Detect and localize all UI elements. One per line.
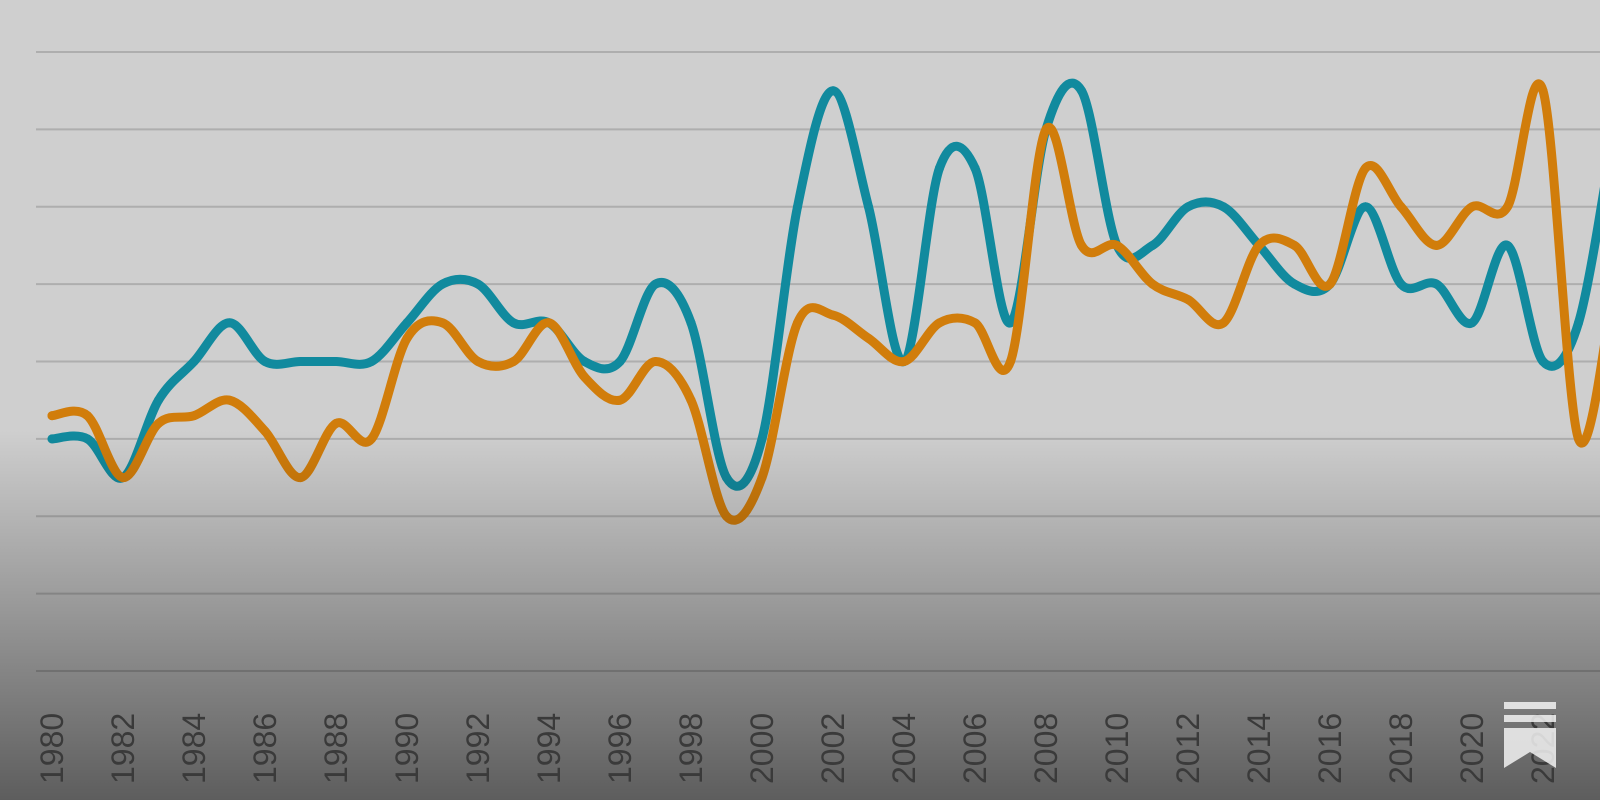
x-tick-label-2002: 2002: [815, 713, 851, 784]
x-tick-label-1992: 1992: [460, 713, 496, 784]
data-point-0-8: [331, 357, 341, 366]
x-tick-label-1998: 1998: [673, 713, 709, 784]
data-point-1-14: [544, 318, 554, 328]
data-point-1-30: [1112, 240, 1122, 250]
data-point-1-21: [793, 318, 802, 328]
data-point-1-5: [225, 395, 234, 405]
data-point-1-1: [83, 411, 92, 421]
data-point-0-25: [935, 163, 944, 173]
data-point-1-41: [1503, 202, 1512, 212]
x-tick-label-1996: 1996: [602, 713, 638, 784]
data-point-0-33: [1219, 202, 1228, 212]
x-tick-label-2012: 2012: [1170, 713, 1206, 784]
data-point-0-40: [1467, 318, 1477, 328]
data-point-1-27: [1006, 357, 1015, 366]
data-point-0-27: [1006, 318, 1015, 328]
data-point-0-37: [1361, 202, 1370, 212]
bookmark-icon[interactable]: [1500, 700, 1560, 770]
x-tick-label-2004: 2004: [886, 713, 922, 784]
data-point-0-5: [225, 318, 234, 328]
x-tick-label-2014: 2014: [1241, 713, 1277, 784]
data-point-1-25: [935, 318, 944, 328]
data-point-1-8: [331, 418, 341, 428]
x-tick-label-1982: 1982: [105, 713, 141, 784]
x-tick-label-2000: 2000: [744, 713, 780, 784]
data-point-1-17: [651, 357, 660, 366]
x-tick-label-2020: 2020: [1454, 713, 1490, 784]
data-point-1-10: [402, 333, 412, 343]
data-point-1-4: [189, 411, 199, 421]
data-point-1-32: [1183, 295, 1193, 305]
data-point-1-38: [1396, 202, 1406, 212]
data-point-0-32: [1183, 202, 1193, 212]
data-point-1-26: [970, 318, 980, 328]
data-point-0-39: [1432, 279, 1441, 289]
data-point-0-18: [686, 318, 696, 328]
data-point-0-11: [438, 279, 447, 289]
data-point-1-28: [1041, 124, 1051, 134]
data-point-1-11: [438, 318, 447, 328]
data-point-1-37: [1361, 163, 1370, 173]
x-tick-label-1984: 1984: [176, 713, 212, 784]
data-point-0-3: [154, 395, 163, 405]
data-point-0-10: [402, 318, 412, 328]
data-point-0-35: [1290, 279, 1299, 289]
x-tick-label-2010: 2010: [1099, 713, 1135, 784]
data-point-1-23: [864, 333, 873, 343]
data-point-1-24: [899, 357, 909, 366]
x-tick-label-1980: 1980: [34, 713, 70, 784]
data-point-0-29: [1077, 86, 1086, 96]
data-point-1-35: [1290, 240, 1299, 250]
x-axis-ticks: 1980 1982 1984 1986 1988 1990 1992 1994 1996 1998…: [34, 713, 1600, 784]
data-point-0-16: [615, 357, 625, 366]
data-point-0-26: [970, 163, 980, 173]
data-point-0-21: [793, 202, 802, 212]
data-point-1-40: [1467, 202, 1477, 212]
data-point-0-38: [1396, 279, 1406, 289]
data-point-0-12: [473, 279, 483, 289]
data-point-1-18: [686, 395, 696, 405]
x-tick-label-1994: 1994: [531, 713, 567, 784]
data-point-1-13: [509, 357, 518, 366]
x-tick-label-1986: 1986: [247, 713, 283, 784]
data-point-0-9: [367, 357, 376, 366]
x-tick-label-1988: 1988: [318, 713, 354, 784]
data-point-0-13: [509, 318, 518, 328]
data-point-1-22: [828, 310, 838, 320]
data-point-1-36: [1325, 279, 1335, 289]
data-point-0-17: [651, 279, 660, 289]
data-point-1-31: [1148, 279, 1157, 289]
x-tick-label-2006: 2006: [957, 713, 993, 784]
data-point-1-39: [1432, 240, 1441, 250]
x-tick-label-2024: 2024: [1596, 713, 1600, 784]
x-tick-label-2016: 2016: [1312, 713, 1348, 784]
x-tick-label-2018: 2018: [1383, 713, 1419, 784]
data-point-0-4: [189, 357, 199, 366]
data-point-0-43: [1574, 318, 1583, 328]
data-point-1-0: [47, 411, 57, 421]
data-point-1-42: [1538, 86, 1548, 96]
data-point-1-12: [473, 357, 483, 366]
data-point-0-6: [260, 357, 270, 366]
data-point-0-31: [1148, 240, 1157, 250]
data-point-1-33: [1219, 318, 1228, 328]
bottom-shade: [0, 430, 1600, 800]
data-point-0-7: [296, 357, 305, 366]
data-point-0-15: [580, 357, 589, 366]
data-point-0-42: [1538, 357, 1548, 366]
data-point-1-15: [580, 372, 589, 382]
data-point-0-22: [828, 86, 838, 96]
x-tick-label-1990: 1990: [389, 713, 425, 784]
data-point-1-3: [154, 418, 163, 428]
x-tick-label-2008: 2008: [1028, 713, 1064, 784]
data-point-1-29: [1077, 240, 1086, 250]
series-lines: [47, 78, 1600, 525]
data-point-1-16: [615, 395, 625, 405]
data-point-0-41: [1503, 240, 1512, 250]
data-point-0-23: [864, 202, 873, 212]
data-point-1-34: [1254, 240, 1264, 250]
